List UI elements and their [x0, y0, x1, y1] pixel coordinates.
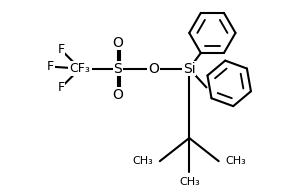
Text: CH₃: CH₃	[225, 156, 246, 166]
Text: F: F	[57, 81, 65, 94]
Text: O: O	[148, 62, 159, 76]
Text: CH₃: CH₃	[179, 177, 200, 187]
Text: O: O	[112, 88, 123, 102]
Text: F: F	[47, 60, 54, 73]
Text: F: F	[57, 43, 65, 56]
Text: CF₃: CF₃	[69, 62, 90, 75]
Text: Si: Si	[183, 62, 196, 76]
Text: O: O	[112, 36, 123, 50]
Text: CH₃: CH₃	[133, 156, 154, 166]
Text: S: S	[113, 62, 122, 76]
